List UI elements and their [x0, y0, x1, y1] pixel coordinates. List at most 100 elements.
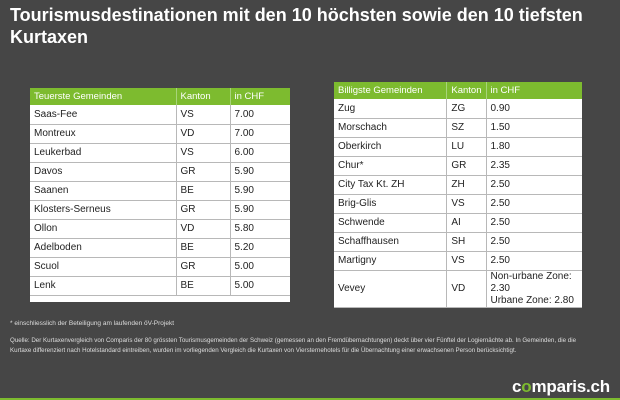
gemeinde-cell: Davos — [30, 162, 176, 182]
gemeinde-cell: City Tax Kt. ZH — [334, 175, 447, 195]
gemeinde-cell: Morschach — [334, 118, 447, 138]
table-row: Lenk BE 5.00 — [30, 276, 290, 296]
kanton-cell: ZG — [446, 99, 486, 119]
table-row: Scuol GR 5.00 — [30, 257, 290, 277]
table-row: Schwende AI 2.50 — [334, 213, 582, 233]
chf-cell: 7.00 — [229, 105, 290, 125]
chf-cell: 5.00 — [229, 257, 290, 277]
table-row: Schaffhausen SH 2.50 — [334, 232, 582, 252]
kanton-cell: ZH — [446, 175, 486, 195]
table-row: Martigny VS 2.50 — [334, 251, 582, 271]
table-header-row: Billigste Gemeinden Kanton in CHF — [334, 82, 582, 99]
table-row: Oberkirch LU 1.80 — [334, 137, 582, 157]
chf-cell: 5.80 — [229, 219, 290, 239]
page-title: Tourismusdestinationen mit den 10 höchst… — [10, 5, 583, 47]
chf-cell: 7.00 — [229, 124, 290, 144]
most-expensive-table-card: Teuerste Gemeinden Kanton in CHF Saas-Fe… — [30, 88, 290, 302]
chf-cell: 5.90 — [229, 181, 290, 201]
table-row: Davos GR 5.90 — [30, 162, 290, 182]
kanton-cell: GR — [175, 257, 230, 277]
kanton-cell: VD — [446, 270, 486, 308]
table-header-row: Teuerste Gemeinden Kanton in CHF — [30, 88, 290, 105]
gemeinde-cell: Brig-Glis — [334, 194, 447, 214]
kanton-cell: AI — [446, 213, 486, 233]
kanton-cell: SH — [446, 232, 486, 252]
kanton-cell: VS — [446, 251, 486, 271]
logo-text-end: mparis.ch — [531, 377, 610, 396]
kanton-cell: VS — [175, 143, 230, 163]
chf-cell: 2.50 — [485, 213, 582, 233]
chf-cell: 2.50 — [485, 251, 582, 271]
chf-cell: 1.80 — [485, 137, 582, 157]
gemeinde-cell: Ollon — [30, 219, 176, 239]
chf-cell: 5.00 — [229, 276, 290, 296]
gemeinde-cell: Oberkirch — [334, 137, 447, 157]
kanton-cell: LU — [446, 137, 486, 157]
kanton-cell: BE — [175, 238, 230, 258]
gemeinde-cell: Adelboden — [30, 238, 176, 258]
column-header-chf: in CHF — [485, 82, 582, 99]
table-row: City Tax Kt. ZH ZH 2.50 — [334, 175, 582, 195]
chf-cell: 2.35 — [485, 156, 582, 176]
column-header-gemeinde: Billigste Gemeinden — [334, 82, 447, 99]
chf-cell: 2.50 — [485, 232, 582, 252]
logo-text-accent: o — [521, 377, 532, 396]
table-row: Ollon VD 5.80 — [30, 219, 290, 239]
chf-cell: 5.90 — [229, 162, 290, 182]
kanton-cell: GR — [175, 162, 230, 182]
gemeinde-cell: Zug — [334, 99, 447, 119]
table-row: Adelboden BE 5.20 — [30, 238, 290, 258]
column-header-chf: in CHF — [229, 88, 290, 105]
kanton-cell: GR — [446, 156, 486, 176]
kanton-cell: SZ — [446, 118, 486, 138]
chf-value-line: Non-urbane Zone: 2.30 — [490, 270, 572, 294]
kanton-cell: BE — [175, 181, 230, 201]
gemeinde-cell: Leukerbad — [30, 143, 176, 163]
gemeinde-cell: Saanen — [30, 181, 176, 201]
gemeinde-cell: Montreux — [30, 124, 176, 144]
kanton-cell: VD — [175, 219, 230, 239]
table-row: Saanen BE 5.90 — [30, 181, 290, 201]
gemeinde-cell: Klosters-Serneus — [30, 200, 176, 220]
kanton-cell: VS — [446, 194, 486, 214]
gemeinde-cell: Schaffhausen — [334, 232, 447, 252]
gemeinde-cell: Martigny — [334, 251, 447, 271]
table-row: Morschach SZ 1.50 — [334, 118, 582, 138]
most-expensive-table: Teuerste Gemeinden Kanton in CHF Saas-Fe… — [30, 88, 290, 296]
chf-value-line: Urbane Zone: 2.80 — [490, 294, 574, 306]
chf-cell: 2.50 — [485, 175, 582, 195]
gemeinde-cell: Lenk — [30, 276, 176, 296]
chf-cell: 1.50 — [485, 118, 582, 138]
table-row: Brig-Glis VS 2.50 — [334, 194, 582, 214]
source-note: Quelle: Der Kurtaxenvergleich von Compar… — [10, 337, 577, 354]
chf-cell: 0.90 — [485, 99, 582, 119]
kanton-cell: BE — [175, 276, 230, 296]
table-row: Klosters-Serneus GR 5.90 — [30, 200, 290, 220]
column-header-kanton: Kanton — [175, 88, 230, 105]
chf-cell: 6.00 — [229, 143, 290, 163]
column-header-kanton: Kanton — [446, 82, 486, 99]
table-row: Chur* GR 2.35 — [334, 156, 582, 176]
table-row: Zug ZG 0.90 — [334, 99, 582, 119]
cheapest-table: Billigste Gemeinden Kanton in CHF Zug ZG 0… — [334, 82, 582, 308]
chf-cell: 5.90 — [229, 200, 290, 220]
footnote: * einschliesslich der Beteiligung am lau… — [10, 320, 175, 327]
gemeinde-cell: Saas-Fee — [30, 105, 176, 125]
column-header-gemeinde: Teuerste Gemeinden — [30, 88, 176, 105]
gemeinde-cell: Chur* — [334, 156, 447, 176]
bottom-accent-bar — [0, 398, 620, 400]
kanton-cell: GR — [175, 200, 230, 220]
gemeinde-cell: Schwende — [334, 213, 447, 233]
chf-cell: Non-urbane Zone: 2.30 Urbane Zone: 2.80 — [485, 270, 582, 308]
gemeinde-cell: Scuol — [30, 257, 176, 277]
table-row: Saas-Fee VS 7.00 — [30, 105, 290, 125]
table-row: Leukerbad VS 6.00 — [30, 143, 290, 163]
kanton-cell: VS — [175, 105, 230, 125]
table-row: Vevey VD Non-urbane Zone: 2.30 Urbane Zo… — [334, 270, 582, 308]
table-row: Montreux VD 7.00 — [30, 124, 290, 144]
chf-cell: 5.20 — [229, 238, 290, 258]
gemeinde-cell: Vevey — [334, 270, 447, 308]
cheapest-table-card: Billigste Gemeinden Kanton in CHF Zug ZG 0… — [334, 82, 582, 308]
chf-cell: 2.50 — [485, 194, 582, 214]
logo-text-start: c — [512, 377, 522, 396]
